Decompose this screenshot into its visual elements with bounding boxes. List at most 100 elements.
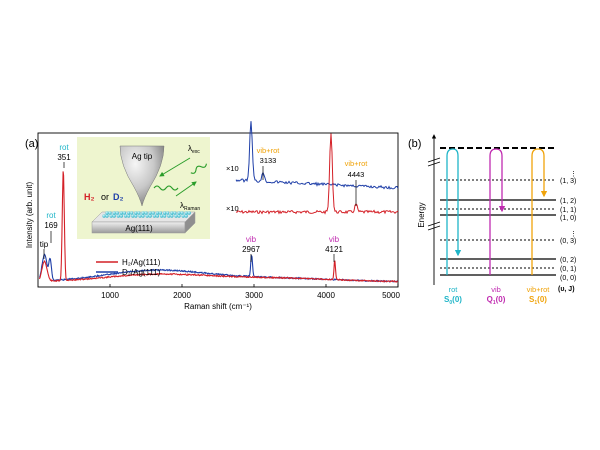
molecule-atom	[165, 211, 170, 215]
molecule-atom	[184, 214, 188, 218]
vib-d2-value: 2967	[242, 245, 260, 254]
molecule-atom	[155, 211, 160, 215]
molecule-atom	[141, 211, 145, 215]
vib-h2-name: vib	[329, 235, 340, 244]
molecule-atom	[162, 214, 167, 218]
molecule-atom	[158, 211, 163, 215]
molecule-atom	[167, 214, 171, 218]
zoom-blue-line	[235, 121, 399, 190]
molecule-atom	[134, 211, 138, 215]
molecule-atom	[115, 211, 119, 215]
substrate-label: Ag(111)	[125, 224, 153, 233]
substrate-side	[184, 211, 196, 234]
a-legend: H₂/Ag(111) D₂/Ag(111)	[96, 258, 161, 277]
adsorbed-molecules	[102, 211, 191, 218]
a-plot-frame	[37, 132, 399, 288]
molecule-atom	[105, 211, 109, 215]
tip-schematic-inset: Ag tip Ag(111) H₂ or D₂ λexc λRaman	[77, 137, 210, 239]
vib-d2-name: vib	[246, 235, 257, 244]
zoom-inset: ×10 ×10 vib+rot 3133 vib+rot 4443	[226, 121, 399, 215]
molecule-atom	[155, 214, 160, 218]
vib-symbol: Q1(0)	[487, 295, 506, 306]
molecule-atom	[137, 211, 141, 215]
molecule-atom	[112, 214, 116, 218]
molecule-atom	[138, 214, 142, 218]
rot-symbol: S0(0)	[444, 295, 462, 306]
legend-h2-label: H₂/Ag(111)	[122, 258, 161, 267]
a-xtick-label: 3000	[245, 291, 263, 300]
molecule-atom	[108, 211, 112, 215]
molecule-atom	[174, 214, 178, 218]
molecule-atom	[170, 211, 174, 215]
molecule-atom	[126, 211, 131, 215]
rot-name: rot	[449, 285, 459, 294]
vibrot-symbol: S1(0)	[529, 295, 547, 306]
transition-rot: rot S0(0)	[444, 148, 462, 306]
excitation-wave	[190, 163, 207, 174]
zoom-red-peak-name: vib+rot	[345, 159, 369, 168]
molecule-atom	[134, 214, 138, 218]
molecule-atom	[141, 214, 145, 218]
molecule-atom	[145, 214, 149, 218]
molecule-atom	[159, 214, 164, 218]
rot-h2-value: 351	[57, 153, 71, 162]
raman-arrow	[175, 181, 197, 197]
level-ellipsis: ⋮	[570, 171, 577, 178]
rot-h2-name: rot	[59, 143, 69, 152]
a-xtick-label: 5000	[382, 291, 400, 300]
molecule-atom	[116, 214, 121, 218]
tip-peak-label: tip	[40, 240, 49, 249]
molecule-atom	[181, 214, 185, 218]
rot-transition-arrow	[446, 148, 462, 275]
zoom-blue-peak-value: 3133	[260, 156, 277, 165]
exc-label: λexc	[188, 144, 200, 155]
molecule-atom	[112, 211, 116, 215]
a-xtick-label: 4000	[317, 291, 335, 300]
molecule-atom	[187, 211, 191, 215]
a-ylabel: Intensity (arb. unit)	[25, 182, 34, 249]
b-ylabel: Energy	[417, 202, 426, 227]
vibrot-name: vib+rot	[527, 285, 551, 294]
transition-vibrot: vib+rot S1(0)	[527, 148, 551, 306]
molecule-atom	[148, 214, 152, 218]
molecule-atom	[102, 214, 106, 218]
molecule-atom	[119, 211, 124, 215]
panel-a-label: (a)	[25, 138, 38, 150]
excitation-arrow	[159, 157, 191, 177]
molecule-atom	[105, 214, 109, 218]
vib-transition-arrow	[489, 148, 506, 275]
zoom-factor-red: ×10	[226, 204, 239, 213]
molecule-atom	[184, 211, 188, 215]
molecule-atom	[162, 211, 167, 215]
raman-label: λRaman	[180, 201, 200, 212]
a-xaxis: 1000 2000 3000 4000 5000	[101, 284, 400, 300]
d2-spectrum-line	[38, 253, 399, 283]
zoom-red-peak-value: 4443	[348, 170, 365, 179]
zoom-factor-blue: ×10	[226, 164, 239, 173]
level-label: (0, 3)	[560, 238, 576, 245]
rot-d2-name: rot	[46, 211, 56, 220]
panel-b-label: (b)	[408, 138, 421, 150]
rot-d2-value: 169	[44, 221, 58, 230]
molecule-atom	[119, 214, 124, 218]
d2-molecule-label: D₂	[113, 192, 124, 202]
molecule-atom	[122, 211, 127, 215]
molecule-atom	[144, 211, 148, 215]
vibrot-transition-arrow	[531, 148, 548, 275]
raman-wave	[153, 185, 179, 191]
h2-spectrum-line	[38, 171, 399, 283]
a-xtick-label: 2000	[173, 291, 191, 300]
level-label: (1, 3)	[560, 178, 576, 185]
molecule-atom	[126, 214, 131, 218]
molecule-atom	[180, 211, 184, 215]
molecule-atom	[177, 214, 181, 218]
molecule-atom	[123, 214, 128, 218]
level-label: (0, 1)	[560, 266, 576, 273]
legend-d2-label: D₂/Ag(111)	[122, 268, 161, 277]
h2-molecule-label: H₂	[84, 192, 95, 202]
molecule-atom	[152, 214, 157, 218]
level-ellipsis: ⋮	[570, 231, 577, 238]
zoom-blue-peak-name: vib+rot	[257, 146, 281, 155]
molecule-atom	[173, 211, 177, 215]
